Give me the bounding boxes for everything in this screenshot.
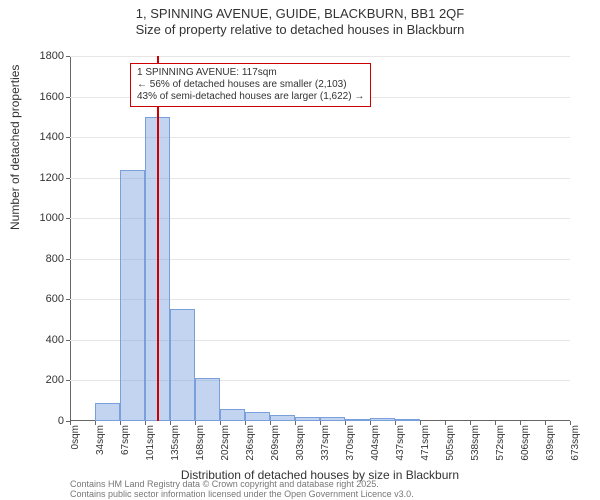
title-line-1: 1, SPINNING AVENUE, GUIDE, BLACKBURN, BB…: [0, 6, 600, 22]
y-tick-mark: [66, 97, 70, 98]
y-tick-mark: [66, 259, 70, 260]
y-tick-label: 800: [46, 253, 64, 265]
y-tick-mark: [66, 380, 70, 381]
callout-box: 1 SPINNING AVENUE: 117sqm← 56% of detach…: [130, 63, 371, 107]
attribution-line-2: Contains public sector information licen…: [70, 490, 414, 500]
x-tick-label: 34sqm: [95, 425, 106, 455]
x-tick-label: 101sqm: [145, 425, 156, 461]
y-tick-mark: [66, 56, 70, 57]
y-tick-label: 0: [58, 415, 64, 427]
x-tick-label: 236sqm: [245, 425, 256, 461]
x-tick-label: 303sqm: [295, 425, 306, 461]
histogram-bar: [345, 419, 370, 421]
title-line-2: Size of property relative to detached ho…: [0, 22, 600, 38]
histogram-bar: [195, 378, 220, 421]
y-tick-label: 600: [46, 293, 64, 305]
histogram-bar: [95, 403, 120, 421]
y-tick-label: 400: [46, 334, 64, 346]
x-tick-label: 437sqm: [395, 425, 406, 461]
x-tick-label: 0sqm: [70, 425, 81, 449]
histogram-bar: [295, 417, 320, 421]
chart-container: 1, SPINNING AVENUE, GUIDE, BLACKBURN, BB…: [0, 0, 600, 500]
histogram-bar: [170, 309, 195, 421]
title-block: 1, SPINNING AVENUE, GUIDE, BLACKBURN, BB…: [0, 0, 600, 37]
histogram-bar: [320, 417, 345, 421]
x-tick-label: 370sqm: [345, 425, 356, 461]
x-tick-label: 673sqm: [570, 425, 581, 461]
callout-line2: ← 56% of detached houses are smaller (2,…: [137, 79, 364, 91]
gridline: [70, 56, 570, 57]
x-tick-label: 538sqm: [470, 425, 481, 461]
y-tick-label: 1000: [40, 212, 64, 224]
callout-line3: 43% of semi-detached houses are larger (…: [137, 91, 364, 103]
x-tick-label: 202sqm: [220, 425, 231, 461]
chart-plot-area: 0200400600800100012001400160018000sqm34s…: [70, 56, 570, 421]
y-tick-mark: [66, 218, 70, 219]
x-tick-label: 337sqm: [320, 425, 331, 461]
y-tick-mark: [66, 137, 70, 138]
attribution: Contains HM Land Registry data © Crown c…: [70, 480, 414, 500]
x-tick-label: 168sqm: [195, 425, 206, 461]
x-tick-label: 606sqm: [520, 425, 531, 461]
x-tick-label: 505sqm: [445, 425, 456, 461]
y-tick-label: 1600: [40, 91, 64, 103]
x-tick-label: 471sqm: [420, 425, 431, 461]
y-tick-label: 200: [46, 374, 64, 386]
marker-line: [157, 56, 159, 421]
x-tick-label: 135sqm: [170, 425, 181, 461]
histogram-bar: [220, 409, 245, 421]
y-tick-mark: [66, 178, 70, 179]
x-tick-label: 404sqm: [370, 425, 381, 461]
y-axis-label: Number of detached properties: [8, 65, 22, 230]
histogram-bar: [395, 419, 420, 421]
x-tick-label: 269sqm: [270, 425, 281, 461]
y-axis-line: [70, 56, 71, 421]
y-tick-label: 1400: [40, 131, 64, 143]
x-tick-label: 639sqm: [545, 425, 556, 461]
y-tick-label: 1800: [40, 50, 64, 62]
histogram-bar: [370, 418, 395, 421]
x-tick-label: 572sqm: [495, 425, 506, 461]
callout-line1: 1 SPINNING AVENUE: 117sqm: [137, 67, 364, 79]
histogram-bar: [245, 412, 270, 421]
histogram-bar: [120, 170, 145, 421]
x-tick-label: 67sqm: [120, 425, 131, 455]
y-tick-mark: [66, 299, 70, 300]
y-tick-mark: [66, 340, 70, 341]
histogram-bar: [270, 415, 295, 421]
y-tick-label: 1200: [40, 172, 64, 184]
